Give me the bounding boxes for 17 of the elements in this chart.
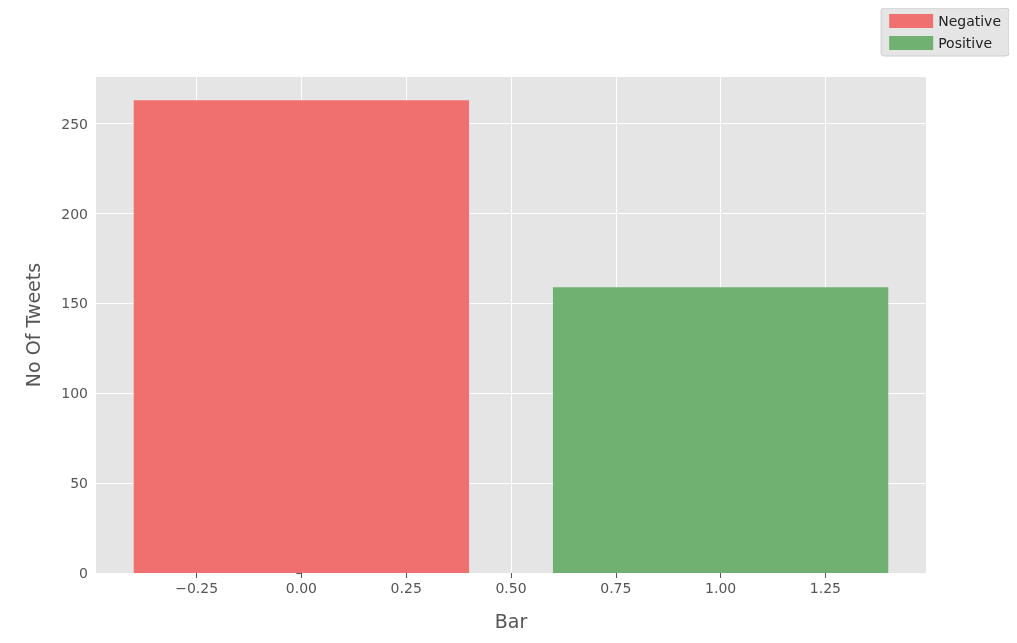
y-tick-label: 50 [70,475,88,492]
y-tick-label: 0 [79,565,88,581]
y-tick-label: 250 [61,115,88,132]
x-tick-label: 0.50 [495,580,527,596]
x-tick-label: 0.00 [285,580,317,596]
x-tick-label: 1.00 [705,580,737,596]
y-tick-label: 200 [61,205,88,222]
x-axis-title: Bar [494,609,528,632]
legend-label: Positive [938,35,993,51]
y-tick-label: 100 [61,385,88,402]
x-tick-label: 1.25 [809,580,841,596]
x-tick-label: −0.25 [175,580,219,596]
x-tick-label: 0.75 [600,580,632,596]
x-tick-label: 0.25 [390,580,422,596]
y-axis-title: No Of Tweets [21,262,44,388]
y-tick-label: 150 [61,295,88,312]
legend-label: Negative [938,13,1002,29]
